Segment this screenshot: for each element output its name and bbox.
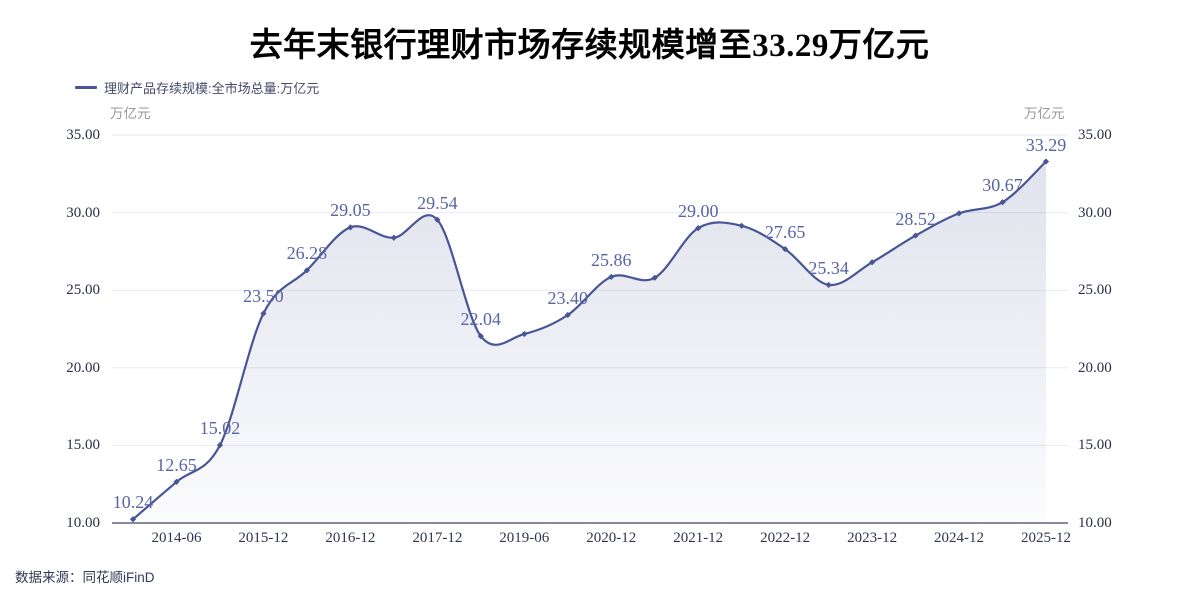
- data-point-marker: [564, 311, 571, 319]
- data-point-label: 29.05: [330, 200, 371, 221]
- data-point-label: 10.24: [112, 492, 154, 513]
- data-point-label: 25.34: [808, 257, 849, 278]
- x-axis-label: 2023-12: [847, 530, 898, 546]
- chart-title: 去年末银行理财市场存续规模增至33.29万亿元: [0, 18, 1179, 66]
- data-point-marker: [129, 516, 137, 523]
- x-axis-label: 2020-12: [586, 530, 637, 546]
- y-axis-label-left: 20.00: [66, 359, 100, 376]
- y-axis-label-left: 25.00: [66, 282, 100, 299]
- data-point-marker: [1042, 158, 1050, 165]
- data-point-marker: [521, 330, 528, 338]
- data-point-marker: [216, 441, 224, 449]
- x-axis-label: 2022-12: [760, 530, 811, 546]
- x-axis-label: 2015-12: [238, 530, 289, 546]
- x-axis-label: 2017-12: [412, 530, 463, 546]
- data-point-label: 33.29: [1025, 134, 1067, 155]
- y-axis-label-right: 30.00: [1078, 204, 1112, 221]
- data-point-marker: [477, 333, 484, 340]
- x-axis-label: 2024-12: [934, 530, 985, 546]
- title-suffix-text: 万亿元: [828, 26, 930, 63]
- data-point-marker: [608, 273, 615, 280]
- legend-label: 理财产品存续规模:全市场总量:万亿元: [104, 81, 320, 96]
- x-axis-label: 2021-12: [673, 530, 724, 546]
- data-point-marker: [955, 210, 963, 217]
- data-point-marker: [303, 267, 311, 274]
- title-text: 去年末银行理财市场存续规模增至: [249, 26, 753, 63]
- y-axis-label-right: 20.00: [1078, 359, 1112, 376]
- data-point-marker: [651, 274, 658, 281]
- data-point-label: 29.54: [417, 192, 458, 213]
- data-point-marker: [825, 281, 832, 289]
- data-point-marker: [173, 478, 180, 485]
- y-axis-label-left: 30.00: [66, 204, 100, 221]
- data-point-label: 26.28: [286, 243, 328, 264]
- x-axis-label: 2019-06: [499, 530, 550, 546]
- data-point-label: 30.67: [982, 175, 1023, 196]
- data-point-label: 29.00: [677, 201, 719, 222]
- left-axis-unit-label: 万亿元: [110, 106, 151, 121]
- data-point-label: 12.65: [156, 454, 197, 475]
- x-axis-label: 2025-12: [1021, 530, 1071, 546]
- right-axis-unit-label: 万亿元: [1024, 106, 1065, 121]
- x-axis-label: 2016-12: [325, 530, 376, 546]
- data-point-marker: [912, 232, 919, 239]
- data-point-marker: [260, 310, 267, 317]
- data-point-marker: [868, 259, 876, 266]
- data-point-label: 25.86: [590, 249, 632, 270]
- data-point-label: 15.02: [199, 418, 241, 439]
- data-point-marker: [999, 199, 1006, 206]
- data-point-marker: [434, 216, 441, 223]
- data-point-label: 28.52: [895, 208, 936, 229]
- y-axis-label-left: 10.00: [66, 515, 100, 531]
- y-axis-label-right: 35.00: [1078, 127, 1112, 143]
- data-point-label: 27.65: [764, 222, 806, 243]
- legend-item[interactable]: 理财产品存续规模:全市场总量:万亿元: [75, 78, 319, 97]
- data-point-label: 22.04: [460, 309, 502, 330]
- y-axis-label-right: 10.00: [1078, 515, 1112, 531]
- area-fill: [133, 161, 1046, 523]
- data-point-marker: [782, 245, 789, 253]
- y-axis-label-right: 25.00: [1078, 282, 1112, 299]
- data-point-label: 23.40: [547, 288, 589, 309]
- y-axis-label-right: 15.00: [1078, 437, 1112, 454]
- data-point-marker: [738, 222, 745, 229]
- data-point-label: 23.50: [243, 286, 284, 307]
- legend-line-icon: [75, 86, 97, 89]
- data-source: 数据来源：同花顺iFinD: [15, 570, 155, 585]
- data-point-marker: [347, 224, 354, 231]
- data-point-marker: [695, 225, 702, 232]
- title-number: 33.29: [752, 28, 829, 64]
- y-axis-label-left: 15.00: [66, 437, 100, 454]
- x-axis-label: 2014-06: [151, 530, 202, 546]
- data-point-marker: [390, 234, 397, 241]
- y-axis-label-left: 35.00: [66, 127, 100, 143]
